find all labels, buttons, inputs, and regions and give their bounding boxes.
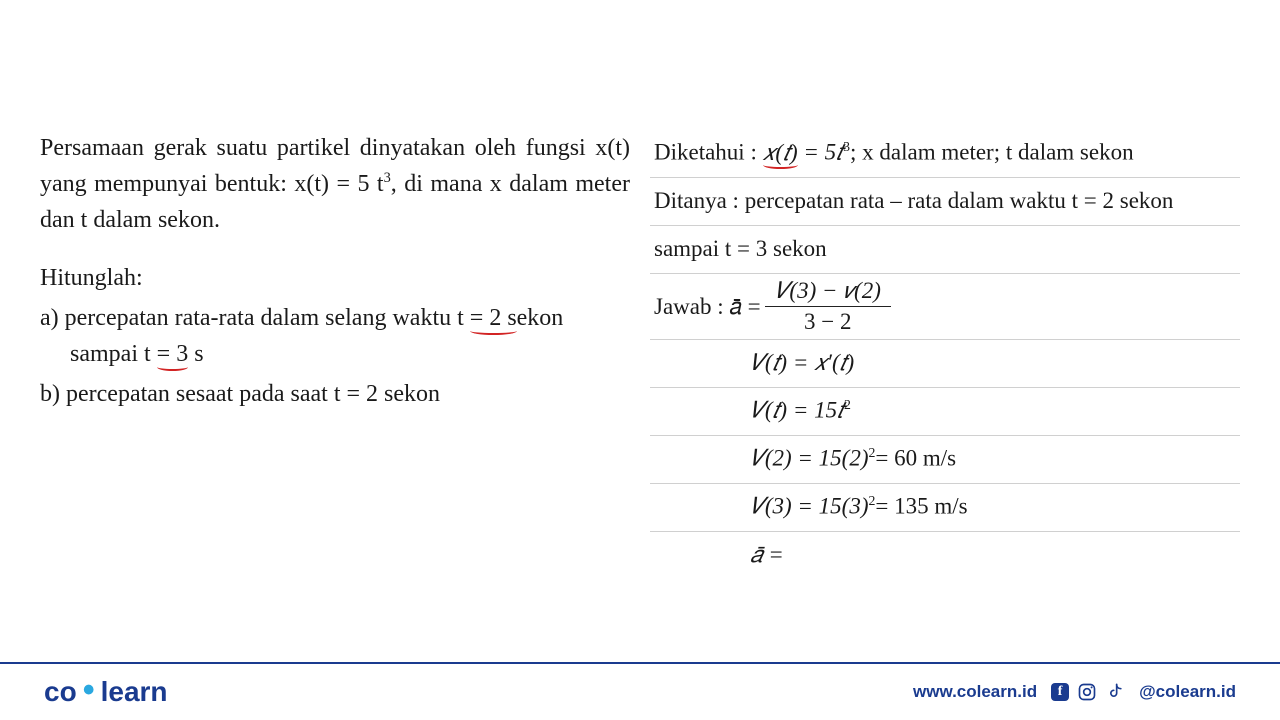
fraction: 𝑉(3) − 𝑣(2) 3 − 2 [765,278,891,335]
fraction-denominator: 3 − 2 [765,307,891,335]
solution-line-answer-formula: Jawab : 𝑎̄ = 𝑉(3) − 𝑣(2) 3 − 2 [650,274,1240,340]
v2-pre: 𝑉(2) = 15(2) [750,446,869,471]
v-derivative-text: 𝑉(𝑡) = 𝑥′(𝑡) [750,350,854,376]
known-expr-underlined: 𝑥(𝑡) [763,140,798,165]
question-a-label: a) [40,305,59,331]
question-a-pre: percepatan rata-rata dalam selang waktu … [59,305,470,331]
solution-line-v-derivative: 𝑉(𝑡) = 𝑥′(𝑡) [650,340,1240,388]
v3-result: = 135 m/s [875,494,967,519]
problem-column: Persamaan gerak suatu partikel dinyataka… [40,130,630,580]
problem-exponent: 3 [384,170,391,186]
instagram-icon [1077,682,1097,702]
solution-line-known: Diketahui : 𝑥(𝑡) = 5𝑡3; x dalam meter; t… [650,130,1240,178]
question-a-underline-2: = 3 [157,341,189,367]
problem-statement: Persamaan gerak suatu partikel dinyataka… [40,130,630,238]
solution-line-v-expr: 𝑉(𝑡) = 15𝑡2 [650,388,1240,436]
answer-label: Jawab : 𝑎̄ = [654,294,761,320]
v3-pre: 𝑉(3) = 15(3) [750,494,869,519]
footer-right: www.colearn.id f @colearn.id [913,682,1236,702]
footer-bar: co • learn www.colearn.id f @colearn.id [0,662,1280,720]
known-units: ; x dalam meter; t dalam sekon [850,140,1134,165]
question-a-underline-1: = 2 s [470,305,517,331]
known-expr-rest: = 5𝑡 [798,140,843,165]
facebook-icon: f [1051,683,1069,701]
solution-column: Diketahui : 𝑥(𝑡) = 5𝑡3; x dalam meter; t… [650,130,1240,580]
asked-text-2: sampai t = 3 sekon [654,236,827,262]
known-exponent: 3 [843,139,850,154]
question-b-label: b) [40,381,60,407]
solution-line-asked-2: sampai t = 3 sekon [650,226,1240,274]
fraction-numerator: 𝑉(3) − 𝑣(2) [765,278,891,307]
logo-co: co [44,676,77,708]
question-a: a) percepatan rata-rata dalam selang wak… [40,300,630,372]
solution-line-asked-1: Ditanya : percepatan rata – rata dalam w… [650,178,1240,226]
v-expr-exp: 2 [844,397,851,412]
footer-url: www.colearn.id [913,682,1037,702]
asked-text-1: Ditanya : percepatan rata – rata dalam w… [654,188,1173,214]
social-icons: f [1051,682,1125,702]
v-expr-pre: 𝑉(𝑡) = 15𝑡 [750,398,844,423]
solution-line-abar: 𝑎̄ = [650,532,1240,580]
calculate-header: Hitunglah: [40,260,630,296]
tiktok-icon [1105,682,1125,702]
logo-learn: learn [101,676,168,708]
v2-result: = 60 m/s [875,446,956,471]
question-a-post: s [188,341,203,367]
abar-text: 𝑎̄ = [750,542,784,568]
known-label: Diketahui : [654,140,763,165]
solution-line-v2: 𝑉(2) = 15(2)2= 60 m/s [650,436,1240,484]
footer-handle: @colearn.id [1139,682,1236,702]
brand-logo: co • learn [44,676,168,708]
solution-line-v3: 𝑉(3) = 15(3)2= 135 m/s [650,484,1240,532]
question-b-text: percepatan sesaat pada saat t = 2 sekon [60,381,440,407]
question-b: b) percepatan sesaat pada saat t = 2 sek… [40,376,630,412]
